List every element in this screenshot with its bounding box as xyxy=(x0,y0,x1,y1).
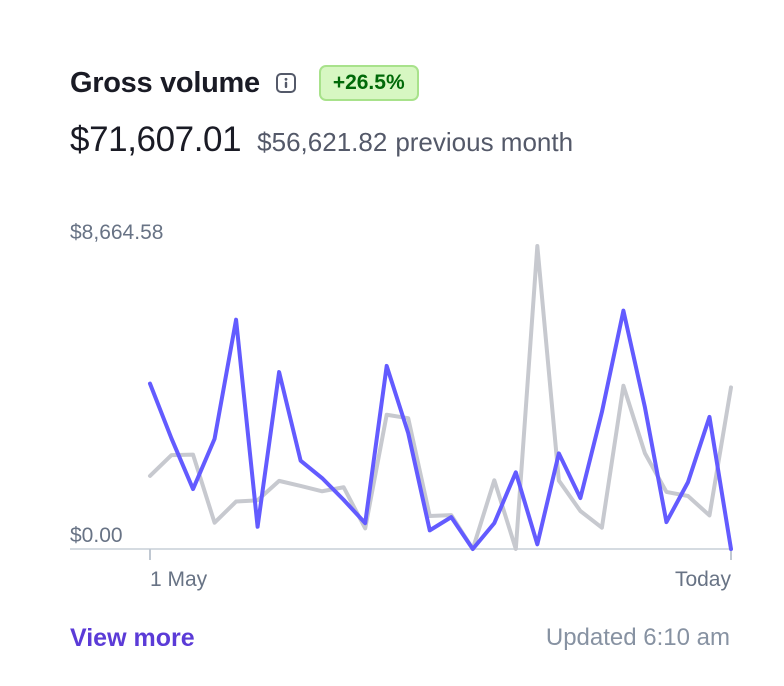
chart-svg: $8,664.58 $0.00 1 May Today xyxy=(70,221,733,591)
x-tick-label-end: Today xyxy=(675,568,732,591)
x-tick-label-start: 1 May xyxy=(150,568,208,591)
footer-row: View more Updated 6:10 am xyxy=(70,620,730,656)
updated-timestamp: Updated 6:10 am xyxy=(545,624,730,651)
change-badge: +26.5% xyxy=(318,65,419,101)
gross-volume-chart: $8,664.58 $0.00 1 May Today xyxy=(0,200,784,600)
info-icon[interactable] xyxy=(275,72,297,94)
info-icon-svg xyxy=(275,73,296,93)
y-tick-label-max: $8,664.58 xyxy=(70,221,163,244)
previous-month-line xyxy=(148,244,733,551)
current-value: $71,607.01 xyxy=(70,120,242,159)
title-row: Gross volume +26.5% xyxy=(70,62,419,104)
gross-volume-title: Gross volume xyxy=(70,66,260,99)
previous-value: $56,621.82 xyxy=(257,127,388,157)
y-tick-label-zero: $0.00 xyxy=(70,524,123,547)
view-more-link[interactable]: View more xyxy=(70,623,195,652)
value-row: $71,607.01 $56,621.82 previous month xyxy=(70,120,573,166)
current-month-line xyxy=(148,308,733,551)
previous-label: previous month xyxy=(395,127,574,157)
